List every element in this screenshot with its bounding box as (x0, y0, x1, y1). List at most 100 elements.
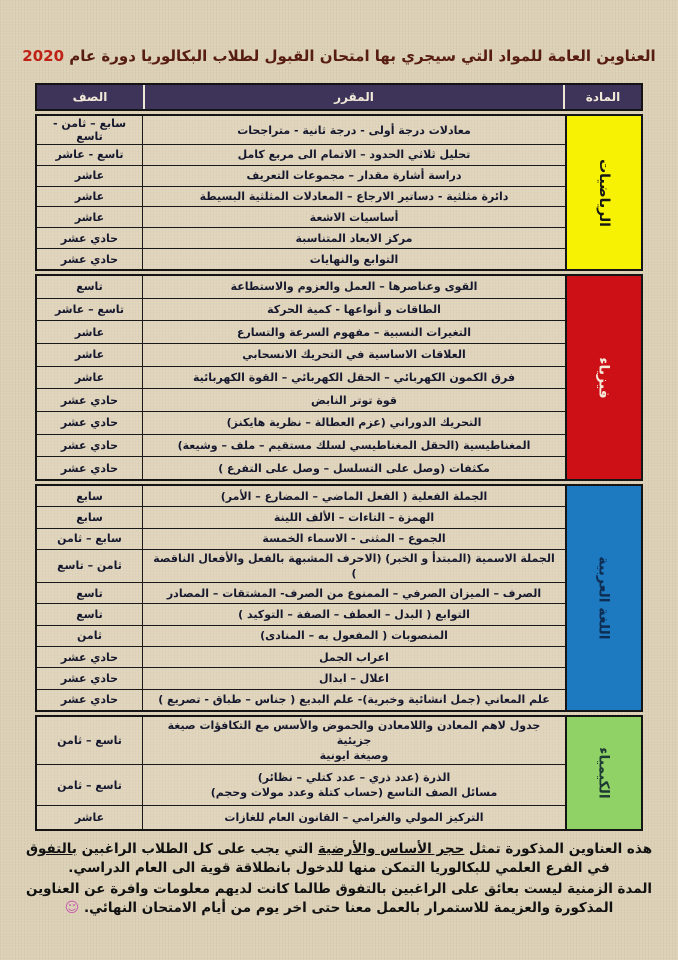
grade-cell: عاشر (74, 325, 105, 339)
curriculum-cell: الصرف – الميزان الصرفي – الممنوع من الصر… (142, 582, 565, 604)
table-row: الصرف – الميزان الصرفي – الممنوع من الصر… (37, 582, 565, 605)
subject-label: الرياضيات (596, 158, 613, 227)
table-row: العلاقات الاساسية في التحريك الانسحابي عا… (37, 344, 565, 367)
table-row: قوة توتر النابض حادي عشر (37, 389, 565, 413)
curriculum-cell: دائرة مثلثية - دساتير الارجاع – المعادلا… (142, 186, 565, 207)
curriculum-cell: القوى وعناصرها – العمل والعزوم والاستطاع… (142, 276, 565, 298)
grade-cell: سابع (76, 510, 103, 524)
table-row: التوابع والنهايات حادي عشر (37, 249, 565, 269)
table-row: تحليل ثلاثي الحدود – الاتمام الى مربع كا… (37, 145, 565, 166)
grade-cell: سابع – ثامن (57, 532, 122, 546)
grade-cell: عاشر (74, 210, 105, 224)
curriculum-cell: قوة توتر النابض (142, 389, 565, 412)
curriculum-cell: المغناطيسية (الحقل المغناطيسي لسلك مستقي… (142, 434, 565, 457)
table-row: التركيز المولي والغرامي – القانون العام … (37, 806, 565, 829)
table-row: جدول لاهم المعادن واللامعادن والحموض وال… (37, 717, 565, 765)
grade-cell: ثامن – تاسع (57, 559, 122, 573)
table-row: فرق الكمون الكهربائي – الحقل الكهربائي –… (37, 366, 565, 390)
footer-underlined-text: حجر الأساس والأرضية (317, 841, 465, 857)
table-row: الهمزة – التاءات – الألف اللينة سابع (37, 507, 565, 529)
footer-text: المدة الزمنية ليست بعائق على الراغبين با… (25, 881, 653, 916)
table-row: معادلات درجة أولى - درجة ثانية - متراجحا… (37, 116, 565, 145)
table-row: التغيرات النسبية – مفهوم السرعة والتسارع… (37, 321, 565, 345)
curriculum-cell: مركز الابعاد المتناسبة (142, 228, 565, 249)
curriculum-cell: المنصوبات ( المفعول به – المنادى) (142, 625, 565, 646)
grade-cell: تاسع (76, 586, 103, 600)
grade-cell: عاشر (74, 169, 105, 183)
section-arabic: اللغة العربية الجملة الفعلية ( الفعل الما… (35, 484, 643, 712)
title-year: 2020 (22, 47, 65, 65)
curriculum-cell: التغيرات النسبية – مفهوم السرعة والتسارع (142, 321, 565, 344)
grade-cell: سابع (76, 489, 103, 503)
curriculum-cell: دراسة أشارة مقدار – مجموعات التعريف (142, 165, 565, 186)
footer-underlined-text: بالتفوق (25, 841, 77, 857)
grade-cell: ثامن (77, 629, 102, 643)
grade-cell: تاسع – ثامن (57, 734, 122, 747)
grade-cell: عاشر (74, 348, 105, 362)
header-curriculum: المقرر (143, 85, 565, 109)
table-header-row: المادة المقرر الصف (35, 83, 643, 111)
footer-text: هذه العناوين المذكورة تمثل (464, 841, 653, 857)
subjects-table: المادة المقرر الصف الرياضيات معادلات درجة… (35, 83, 643, 831)
curriculum-cell: الجملة الاسمية (المبتدأ و الخبر) (الاحرف… (142, 549, 565, 582)
footer-text: التي يجب على كل الطلاب الراغبين (76, 841, 318, 857)
subject-label: الكيمياء (596, 747, 612, 799)
section-chemistry: الكيمياء جدول لاهم المعادن واللامعادن وال… (35, 715, 643, 831)
table-row: الجملة الفعلية ( الفعل الماضي – المضارع … (37, 486, 565, 508)
table-row: علم المعاني (جمل انشائية وخبرية)- علم ال… (37, 689, 565, 710)
grade-cell: تاسع - عاشر (55, 148, 124, 162)
curriculum-cell: الهمزة – التاءات – الألف اللينة (142, 507, 565, 528)
curriculum-cell: التركيز المولي والغرامي – القانون العام … (142, 806, 565, 829)
footer-paragraph-2: المدة الزمنية ليست بعائق على الراغبين با… (18, 880, 660, 918)
smiley-icon: ☺ (64, 900, 80, 916)
grade-cell: عاشر (74, 190, 105, 204)
grade-cell: تاسع – عاشر (54, 303, 125, 316)
curriculum-cell: العلاقات الاساسية في التحريك الانسحابي (142, 344, 565, 366)
subject-label: اللغة العربية (595, 556, 612, 640)
grade-cell: تاسع (76, 607, 103, 621)
curriculum-cell: جدول لاهم المعادن واللامعادن والحموض وال… (142, 717, 565, 764)
footer-notes: هذه العناوين المذكورة تمثل حجر الأساس وا… (18, 840, 660, 918)
grade-cell: تاسع – ثامن (57, 778, 122, 792)
table-row: المغناطيسية (الحقل المغناطيسي لسلك مستقي… (37, 434, 565, 458)
curriculum-cell: التوابع ( البدل – العطف – الصفة – التوكي… (142, 604, 565, 625)
grade-cell: تاسع (76, 280, 103, 294)
table-row: مركز الابعاد المتناسبة حادي عشر (37, 228, 565, 250)
subject-label: فيزياء (596, 356, 613, 399)
subject-cell-math: الرياضيات (565, 116, 641, 269)
table-row: الجموع – المثنى - الاسماء الخمسة سابع – ث… (37, 528, 565, 550)
table-sections: الرياضيات معادلات درجة أولى - درجة ثانية … (35, 114, 643, 831)
footer-paragraph-1: هذه العناوين المذكورة تمثل حجر الأساس وا… (18, 840, 660, 878)
grade-cell: حادي عشر (60, 252, 119, 266)
grade-cell: حادي عشر (60, 693, 119, 707)
table-row: اعلال – ابدال حادي عشر (37, 668, 565, 690)
table-row: التحريك الدوراني (عزم العطالة – نظرية ها… (37, 412, 565, 435)
table-row: دراسة أشارة مقدار – مجموعات التعريف عاشر (37, 165, 565, 187)
subject-cell-chemistry: الكيمياء (565, 717, 641, 829)
curriculum-cell: التحريك الدوراني (عزم العطالة – نظرية ها… (142, 412, 565, 434)
table-row: مكثفات (وصل على التسلسل – وصل على التفرع… (37, 457, 565, 480)
curriculum-cell: التوابع والنهايات (142, 249, 565, 269)
table-row: المنصوبات ( المفعول به – المنادى) ثامن (37, 625, 565, 647)
subject-cell-arabic: اللغة العربية (565, 486, 641, 710)
grade-cell: عاشر (74, 371, 105, 385)
curriculum-cell: الذرة (عدد ذري – عدد كتلي – نظائر) مسائل… (142, 765, 565, 806)
grade-cell: حادي عشر (60, 650, 119, 664)
grade-cell: حادي عشر (60, 231, 119, 245)
table-row: أساسيات الاشعة عاشر (37, 207, 565, 229)
curriculum-cell: مكثفات (وصل على التسلسل – وصل على التفرع… (142, 457, 565, 480)
curriculum-cell: فرق الكمون الكهربائي – الحقل الكهربائي –… (142, 366, 565, 389)
section-math: الرياضيات معادلات درجة أولى - درجة ثانية … (35, 114, 643, 271)
header-subject: المادة (585, 90, 621, 104)
header-grade: الصف (72, 90, 108, 104)
curriculum-cell: معادلات درجة أولى - درجة ثانية - متراجحا… (142, 116, 565, 144)
grade-cell: عاشر (74, 811, 105, 825)
subject-cell-physics: فيزياء (565, 276, 641, 479)
table-row: دائرة مثلثية - دساتير الارجاع – المعادلا… (37, 186, 565, 208)
table-row: التوابع ( البدل – العطف – الصفة – التوكي… (37, 604, 565, 626)
table-row: القوى وعناصرها – العمل والعزوم والاستطاع… (37, 276, 565, 299)
grade-cell: حادي عشر (60, 671, 119, 685)
curriculum-cell: الجملة الفعلية ( الفعل الماضي – المضارع … (142, 486, 565, 507)
curriculum-cell: اعلال – ابدال (142, 668, 565, 689)
